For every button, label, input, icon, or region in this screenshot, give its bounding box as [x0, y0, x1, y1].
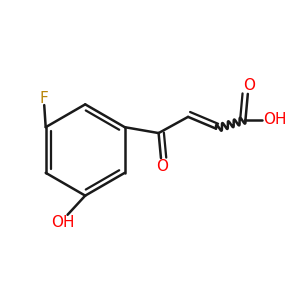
Text: O: O: [156, 159, 168, 174]
Text: OH: OH: [263, 112, 286, 127]
Text: OH: OH: [51, 214, 75, 230]
Text: F: F: [40, 91, 49, 106]
Text: O: O: [243, 79, 255, 94]
